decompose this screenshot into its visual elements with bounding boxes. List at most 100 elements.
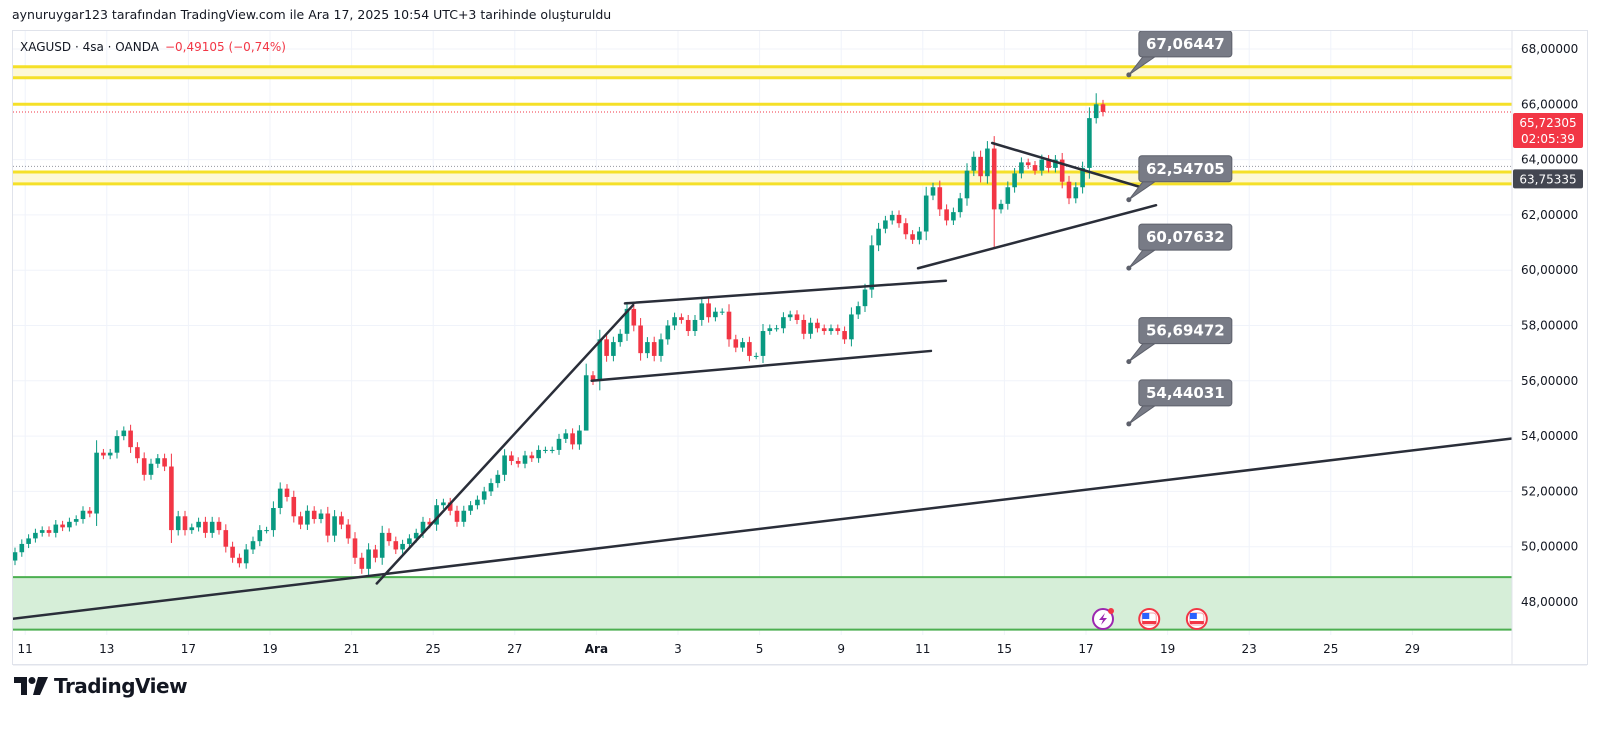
price-callout[interactable]: 60,07632: [1126, 223, 1233, 271]
price-callout[interactable]: 56,69472: [1126, 317, 1233, 365]
candle-body: [1039, 159, 1045, 171]
price-callout[interactable]: 67,06447: [1126, 31, 1233, 78]
callout-anchor-dot[interactable]: [1126, 359, 1132, 365]
candle-body: [502, 455, 507, 475]
candle-down: [46, 526, 52, 537]
price-axis-label[interactable]: 50,00000: [1521, 540, 1578, 554]
time-axis-label[interactable]: 13: [99, 642, 114, 656]
candle-up: [699, 297, 705, 326]
triangle-lower[interactable]: [916, 203, 1158, 270]
prev-price-box: [1513, 169, 1583, 189]
plot-area[interactable]: 67,06447 62,54705 60,07632 56,69472 54,44031: [12, 31, 1512, 635]
price-axis-label[interactable]: 56,00000: [1521, 374, 1578, 388]
candle-body: [651, 342, 657, 356]
time-axis-label[interactable]: 3: [674, 642, 682, 656]
candle-body: [393, 541, 399, 550]
candle-body: [53, 524, 59, 533]
time-axis-label[interactable]: 11: [18, 642, 33, 656]
candle-down: [325, 506, 331, 543]
candle-body: [345, 524, 351, 539]
candle-up: [577, 425, 582, 450]
resistance-band[interactable]: [13, 66, 1512, 78]
price-callout[interactable]: 54,44031: [1126, 379, 1233, 427]
time-axis-label[interactable]: 19: [262, 642, 277, 656]
candle-body: [672, 317, 677, 326]
price-axis-label[interactable]: 58,00000: [1521, 319, 1578, 333]
candle-body: [107, 452, 113, 456]
candle-body: [543, 449, 548, 451]
candle-up: [889, 210, 895, 225]
support-zone[interactable]: [13, 577, 1512, 630]
time-axis-label[interactable]: 29: [1405, 642, 1420, 656]
time-axis-label[interactable]: 21: [344, 642, 359, 656]
channel-top[interactable]: [623, 279, 948, 305]
candle-up: [155, 454, 161, 468]
time-axis-label[interactable]: 9: [837, 642, 845, 656]
time-axis-label[interactable]: 25: [1323, 642, 1338, 656]
price-axis-label[interactable]: 68,00000: [1521, 42, 1578, 56]
candle-body: [896, 214, 902, 224]
candle-body: [19, 543, 25, 553]
symbol-info[interactable]: XAGUSD · 4sa · OANDA: [20, 40, 159, 54]
candle-up: [767, 324, 773, 335]
candle-up: [53, 520, 59, 538]
candle-down: [1046, 155, 1051, 173]
candle-up: [175, 510, 181, 536]
candle-up: [556, 433, 562, 455]
time-axis-label[interactable]: 27: [507, 642, 522, 656]
candle-down: [747, 336, 752, 362]
steep-trendline[interactable]: [375, 303, 635, 585]
price-axis-label[interactable]: 62,00000: [1521, 208, 1578, 222]
callout-anchor-dot[interactable]: [1126, 265, 1132, 271]
candle-up: [1080, 161, 1085, 194]
triangle-upper[interactable]: [990, 141, 1143, 189]
candle-body: [706, 303, 711, 318]
us-flag-icon[interactable]: [1185, 608, 1208, 630]
callout-anchor-dot[interactable]: [1126, 72, 1132, 78]
time-axis-label[interactable]: 19: [1160, 642, 1175, 656]
candle-body: [189, 527, 195, 531]
time-axis-label[interactable]: 11: [915, 642, 930, 656]
price-axis-label[interactable]: 64,00000: [1521, 153, 1578, 167]
candle-body: [135, 447, 140, 459]
time-axis-label[interactable]: 23: [1242, 642, 1257, 656]
resistance-band[interactable]: [13, 172, 1512, 184]
price-callout[interactable]: 62,54705: [1126, 155, 1233, 203]
candle-up: [828, 324, 834, 335]
price-axis-label[interactable]: 52,00000: [1521, 484, 1578, 498]
time-axis-label[interactable]: 15: [997, 642, 1012, 656]
callout-anchor-dot[interactable]: [1126, 421, 1132, 427]
candle-body: [794, 314, 800, 320]
candle-down: [590, 371, 596, 385]
candle-up: [250, 536, 256, 555]
long-trendline[interactable]: [12, 437, 1512, 620]
candle-down: [515, 457, 521, 468]
candle-body: [1053, 159, 1058, 168]
time-axis-label[interactable]: Ara: [585, 642, 608, 656]
candle-down: [815, 318, 820, 333]
candle-body: [767, 328, 773, 332]
candle-down: [359, 552, 365, 574]
us-flag-icon[interactable]: [1138, 608, 1161, 630]
price-axis-label[interactable]: 66,00000: [1521, 97, 1578, 111]
time-axis-label[interactable]: 17: [1078, 642, 1093, 656]
time-axis-label[interactable]: 25: [426, 642, 441, 656]
candle-body: [1087, 118, 1092, 168]
candle-body: [298, 516, 303, 525]
candle-body: [930, 187, 936, 196]
lightning-icon[interactable]: [1092, 608, 1114, 630]
time-axis-label[interactable]: 17: [181, 642, 196, 656]
candle-body: [1019, 162, 1024, 174]
candle-body: [13, 552, 18, 561]
price-axis-label[interactable]: 48,00000: [1521, 595, 1578, 609]
price-axis-label[interactable]: 54,00000: [1521, 429, 1578, 443]
callout-anchor-dot[interactable]: [1126, 197, 1132, 203]
time-axis-label[interactable]: 5: [756, 642, 764, 656]
tradingview-logo[interactable]: TradingView: [14, 674, 188, 698]
price-axis-label[interactable]: 60,00000: [1521, 263, 1578, 277]
channel-bottom[interactable]: [590, 349, 933, 383]
candle-up: [624, 301, 630, 341]
lightning-bolt: [1099, 613, 1107, 625]
candle-up: [522, 450, 528, 469]
